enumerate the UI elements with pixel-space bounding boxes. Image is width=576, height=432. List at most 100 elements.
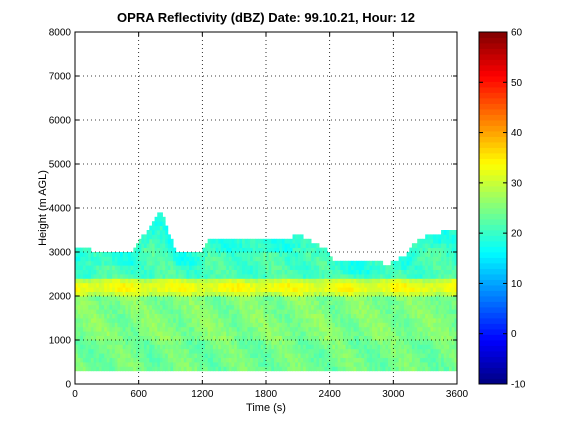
reflectivity-cell xyxy=(236,322,240,328)
reflectivity-cell xyxy=(425,331,429,336)
reflectivity-cell xyxy=(136,353,140,358)
reflectivity-cell xyxy=(438,243,442,248)
reflectivity-cell xyxy=(141,335,145,341)
reflectivity-cell xyxy=(165,326,169,332)
reflectivity-cell xyxy=(149,300,153,306)
reflectivity-cell xyxy=(98,265,102,270)
reflectivity-cell xyxy=(183,331,187,336)
reflectivity-cell xyxy=(93,348,97,354)
reflectivity-cell xyxy=(441,309,445,314)
reflectivity-cell xyxy=(449,256,453,262)
reflectivity-cell xyxy=(143,304,148,310)
reflectivity-cell xyxy=(173,362,177,367)
reflectivity-cell xyxy=(146,287,150,292)
reflectivity-cell xyxy=(167,357,171,363)
reflectivity-cell xyxy=(279,331,283,336)
reflectivity-cell xyxy=(372,300,376,306)
reflectivity-cell xyxy=(120,265,124,270)
reflectivity-cell xyxy=(380,362,384,367)
reflectivity-cell xyxy=(194,366,198,372)
reflectivity-cell xyxy=(93,331,97,336)
reflectivity-cell xyxy=(409,274,413,279)
colorbar-tick-label: -10 xyxy=(511,380,526,391)
reflectivity-cell xyxy=(390,309,394,314)
reflectivity-cell xyxy=(104,252,108,257)
reflectivity-cell xyxy=(292,238,296,244)
reflectivity-cell xyxy=(324,313,328,319)
reflectivity-cell xyxy=(414,366,418,372)
reflectivity-cell xyxy=(234,260,238,266)
reflectivity-cell xyxy=(98,326,102,332)
reflectivity-cell xyxy=(414,269,418,275)
reflectivity-cell xyxy=(260,331,264,336)
reflectivity-cell xyxy=(80,256,84,262)
reflectivity-cell xyxy=(114,260,118,266)
reflectivity-cell xyxy=(419,304,423,310)
reflectivity-cell xyxy=(138,243,142,248)
reflectivity-cell xyxy=(382,304,386,310)
reflectivity-cell xyxy=(186,287,190,292)
reflectivity-cell xyxy=(85,265,89,270)
reflectivity-cell xyxy=(356,265,360,270)
reflectivity-cell xyxy=(289,287,293,292)
reflectivity-cell xyxy=(90,340,94,345)
reflectivity-cell xyxy=(244,287,248,292)
reflectivity-cell xyxy=(281,260,285,266)
reflectivity-cell xyxy=(374,331,378,336)
reflectivity-cell xyxy=(77,274,81,279)
reflectivity-cell xyxy=(374,274,378,279)
reflectivity-cell xyxy=(143,353,148,358)
reflectivity-cell xyxy=(334,353,339,358)
reflectivity-cell xyxy=(287,309,291,314)
reflectivity-cell xyxy=(109,309,113,314)
reflectivity-cell xyxy=(159,238,163,244)
reflectivity-cell xyxy=(433,234,437,240)
reflectivity-cell xyxy=(239,353,243,358)
reflectivity-cell xyxy=(427,282,431,288)
reflectivity-cell xyxy=(395,274,400,279)
reflectivity-cell xyxy=(284,366,288,372)
reflectivity-cell xyxy=(186,318,190,323)
reflectivity-cell xyxy=(239,331,243,336)
reflectivity-cell xyxy=(266,291,270,297)
reflectivity-cell xyxy=(350,274,354,279)
reflectivity-cell xyxy=(226,252,230,257)
reflectivity-cell xyxy=(80,313,84,319)
reflectivity-cell xyxy=(218,304,222,310)
reflectivity-cell xyxy=(305,282,309,288)
reflectivity-cell xyxy=(159,291,163,297)
reflectivity-cell xyxy=(276,362,280,367)
reflectivity-cell xyxy=(369,265,373,270)
reflectivity-cell xyxy=(247,287,251,292)
reflectivity-cell xyxy=(210,300,214,306)
reflectivity-cell xyxy=(443,252,447,257)
reflectivity-cell xyxy=(398,304,402,310)
reflectivity-cell xyxy=(300,366,304,372)
reflectivity-cell xyxy=(425,326,429,332)
reflectivity-cell xyxy=(385,366,389,372)
reflectivity-cell xyxy=(297,335,301,341)
reflectivity-cell xyxy=(406,291,410,297)
reflectivity-cell xyxy=(364,366,368,372)
reflectivity-cell xyxy=(380,353,384,358)
reflectivity-cell xyxy=(385,287,389,292)
reflectivity-cell xyxy=(271,326,275,332)
reflectivity-cell xyxy=(218,300,222,306)
reflectivity-cell xyxy=(165,247,169,253)
reflectivity-cell xyxy=(125,353,129,358)
reflectivity-cell xyxy=(170,252,174,257)
reflectivity-cell xyxy=(319,344,323,350)
reflectivity-cell xyxy=(154,247,158,253)
reflectivity-cell xyxy=(449,234,453,240)
reflectivity-cell xyxy=(401,274,405,279)
reflectivity-cell xyxy=(361,260,365,266)
reflectivity-cell xyxy=(446,287,450,292)
reflectivity-cell xyxy=(117,304,121,310)
reflectivity-cell xyxy=(284,340,288,345)
reflectivity-cell xyxy=(226,243,230,248)
reflectivity-cell xyxy=(425,309,429,314)
reflectivity-cell xyxy=(154,265,158,270)
reflectivity-cell xyxy=(329,326,333,332)
reflectivity-cell xyxy=(199,287,203,292)
reflectivity-cell xyxy=(223,366,227,372)
